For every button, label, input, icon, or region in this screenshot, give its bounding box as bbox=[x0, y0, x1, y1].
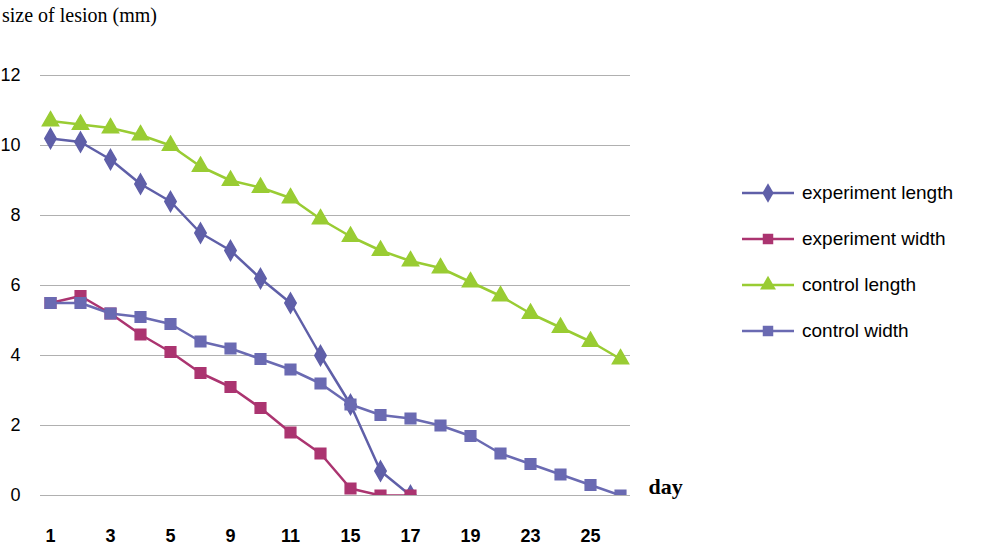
svg-text:8: 8 bbox=[10, 205, 20, 225]
svg-text:12: 12 bbox=[0, 65, 20, 85]
svg-text:5: 5 bbox=[165, 526, 175, 546]
svg-text:1: 1 bbox=[45, 526, 55, 546]
svg-text:15: 15 bbox=[340, 526, 360, 546]
svg-text:10: 10 bbox=[0, 135, 20, 155]
html-text:experiment width: experiment width bbox=[802, 228, 946, 249]
html-text:size of lesion (mm): size of lesion (mm) bbox=[2, 4, 157, 26]
svg-text:9: 9 bbox=[225, 526, 235, 546]
svg-text:17: 17 bbox=[400, 526, 420, 546]
svg-text:19: 19 bbox=[460, 526, 480, 546]
html-text:control length: control length bbox=[802, 274, 917, 295]
svg-text:25: 25 bbox=[580, 526, 600, 546]
svg-text:0: 0 bbox=[10, 485, 20, 505]
svg-text:day: day bbox=[649, 474, 683, 499]
svg-text:6: 6 bbox=[10, 275, 20, 295]
svg-text:23: 23 bbox=[520, 526, 540, 546]
svg-text:2: 2 bbox=[10, 415, 20, 435]
svg-text:3: 3 bbox=[105, 526, 115, 546]
html-text:experiment length: experiment length bbox=[802, 182, 953, 203]
svg-text:4: 4 bbox=[10, 345, 20, 365]
svg-text:11: 11 bbox=[281, 526, 300, 546]
html-text:control width: control width bbox=[802, 320, 909, 341]
